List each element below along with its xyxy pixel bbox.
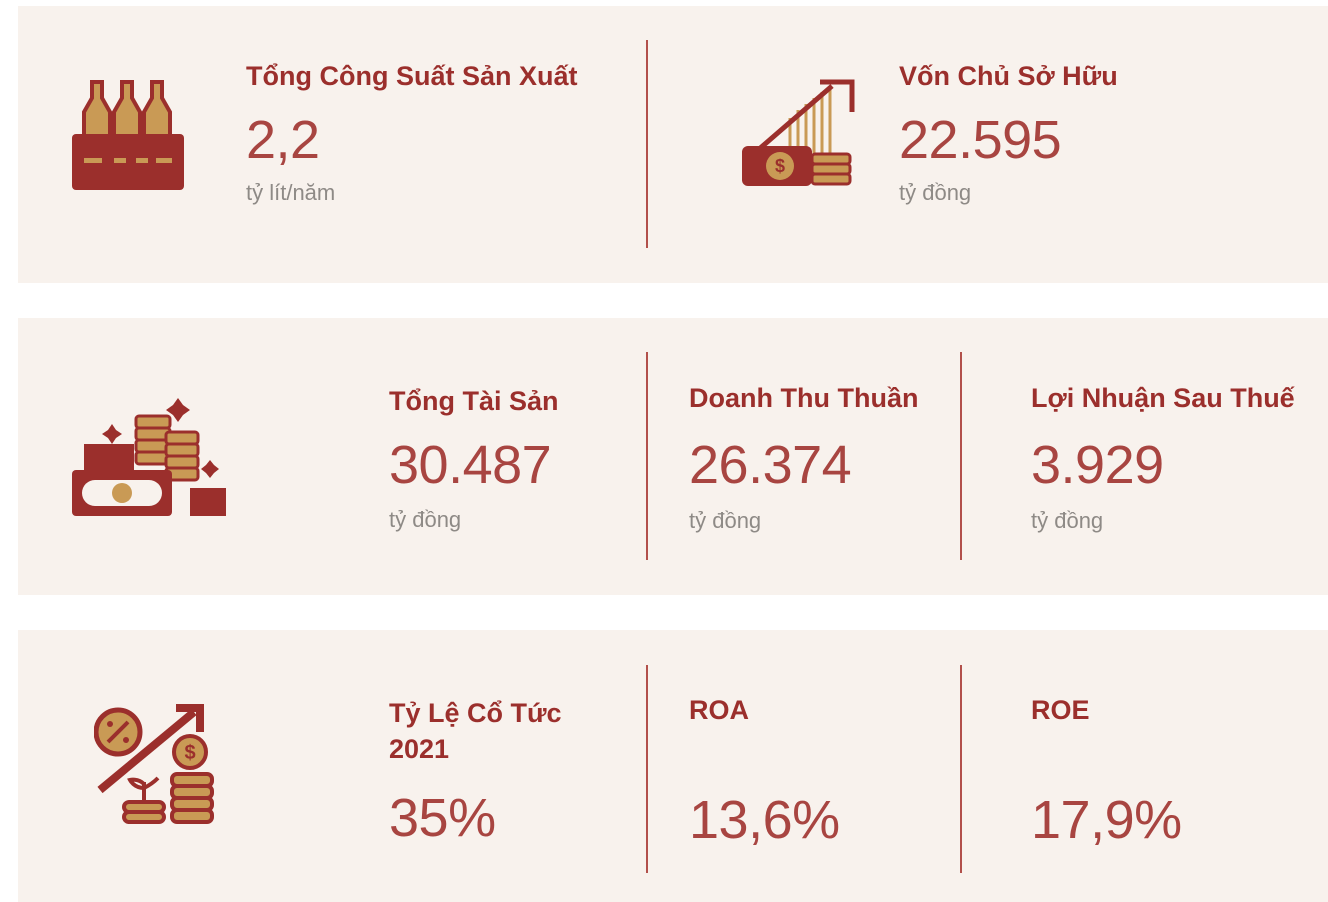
stat-title: Vốn Chủ Sở Hữu <box>899 61 1118 91</box>
bottles-icon <box>72 80 184 190</box>
svg-text:$: $ <box>184 742 195 764</box>
stat-value: 22.595 <box>899 110 1062 170</box>
divider <box>646 40 648 248</box>
stat-title: Tổng Tài Sản <box>389 386 559 416</box>
stat-title: ROE <box>1031 695 1090 725</box>
stat-title: ROA <box>689 695 749 725</box>
dividend-icon: $ <box>94 704 214 824</box>
stat-unit: tỷ đồng <box>1031 508 1104 533</box>
stat-unit: tỷ lít/năm <box>246 180 336 205</box>
divider <box>646 665 648 873</box>
stat-title: Lợi Nhuận Sau Thuế <box>1031 383 1295 413</box>
stat-value: 13,6% <box>689 790 840 850</box>
stat-value: 30.487 <box>389 435 552 495</box>
stats-panel: $ Tỷ Lệ Cổ Tức 2021 35% ROA 13,6% ROE 17… <box>18 630 1328 902</box>
stat-title: Tỷ Lệ Cổ Tức 2021 <box>389 698 562 764</box>
assets-icon <box>72 398 226 516</box>
divider <box>960 352 962 560</box>
stat-unit: tỷ đồng <box>899 180 972 205</box>
stats-panel: Tổng Tài Sản 30.487 tỷ đồng Doanh Thu Th… <box>18 318 1328 595</box>
divider <box>646 352 648 560</box>
stat-value: 2,2 <box>246 110 320 170</box>
stat-value: 17,9% <box>1031 790 1182 850</box>
stat-title: Tổng Công Suất Sản Xuất <box>246 61 578 91</box>
svg-text:$: $ <box>775 156 785 176</box>
stat-unit: tỷ đồng <box>389 507 462 532</box>
stat-value: 3.929 <box>1031 435 1164 495</box>
stats-panel: Tổng Công Suất Sản Xuất 2,2 tỷ lít/năm $… <box>18 6 1328 283</box>
stat-unit: tỷ đồng <box>689 508 762 533</box>
divider <box>960 665 962 873</box>
stat-title: Doanh Thu Thuần <box>689 383 919 413</box>
stat-value: 26.374 <box>689 435 852 495</box>
equity-icon: $ <box>742 79 855 186</box>
stat-value: 35% <box>389 788 496 848</box>
